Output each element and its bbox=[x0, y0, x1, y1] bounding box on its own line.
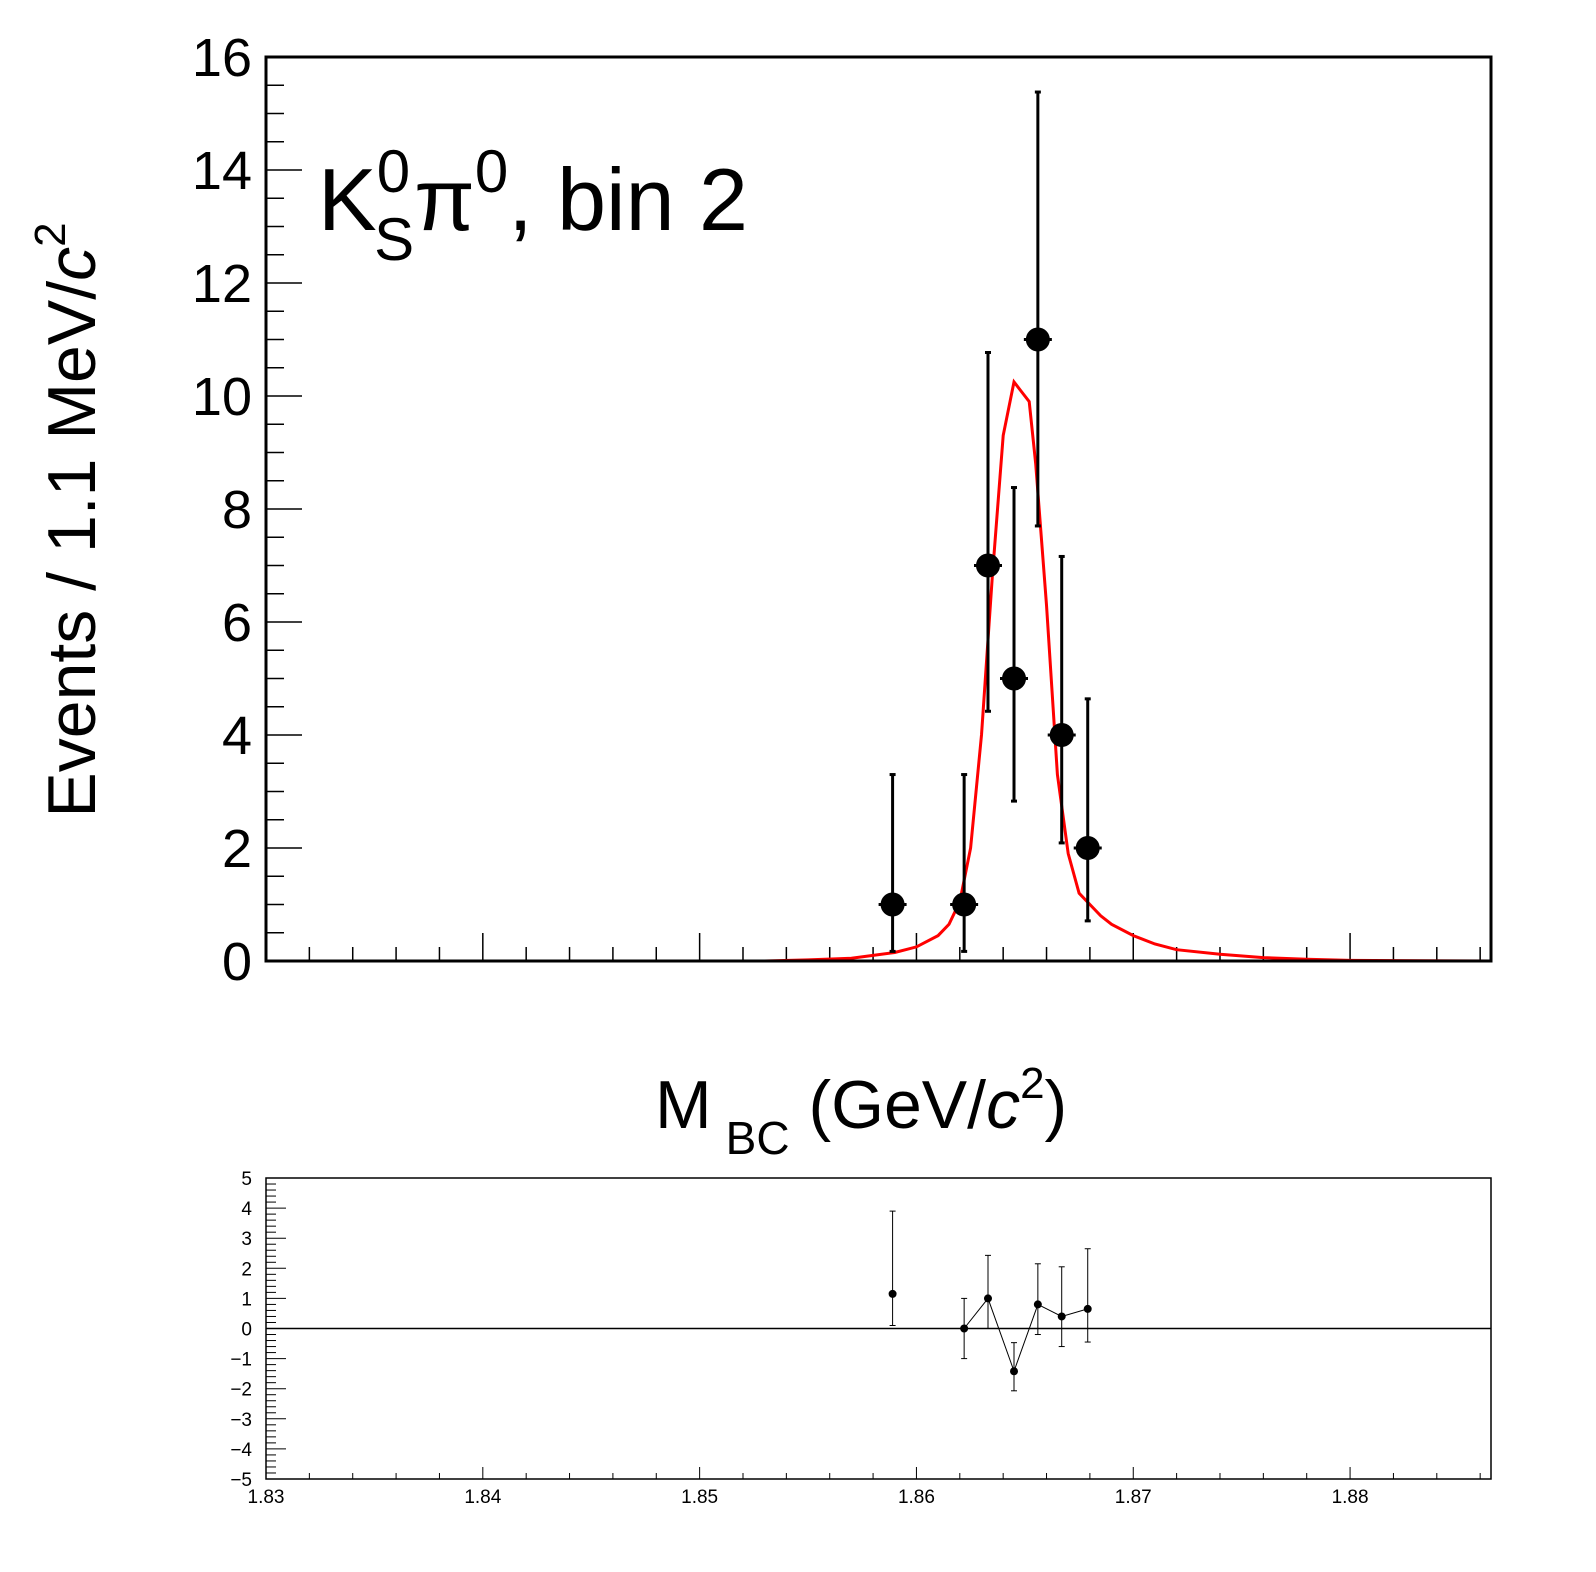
pull-x-tick-label: 1.85 bbox=[681, 1487, 718, 1508]
x-axis-label-close: ) bbox=[1045, 1067, 1068, 1143]
pull-point bbox=[960, 1297, 969, 1360]
pull-connector bbox=[963, 1297, 1088, 1373]
pull-x-tick-label: 1.88 bbox=[1332, 1487, 1369, 1508]
y-axis-label: Events / 1.1 MeV/c2 bbox=[26, 222, 110, 817]
pull-panel-ticks bbox=[265, 1177, 1481, 1480]
data-point bbox=[950, 773, 979, 953]
y-tick-label: 16 bbox=[192, 28, 252, 88]
annotation-rest: , bin 2 bbox=[508, 150, 748, 249]
y-tick-label: 0 bbox=[222, 932, 252, 992]
pull-panel-x-tick-labels: 1.83 1.84 1.85 1.86 1.87 1.88 bbox=[248, 1487, 1369, 1508]
data-point bbox=[1047, 554, 1076, 845]
y-tick-label: 4 bbox=[222, 706, 252, 766]
pull-marker bbox=[983, 1294, 992, 1303]
pull-marker bbox=[1057, 1312, 1066, 1321]
pull-marker bbox=[1010, 1367, 1019, 1376]
x-axis-label-open: (GeV/ bbox=[790, 1067, 987, 1143]
pull-y-tick-label: 2 bbox=[241, 1259, 252, 1280]
pull-x-tick-label: 1.84 bbox=[464, 1487, 501, 1508]
data-marker bbox=[880, 892, 905, 917]
pull-y-tick-label: 0 bbox=[241, 1320, 252, 1341]
pull-point bbox=[888, 1210, 897, 1326]
channel-annotation: K0 Sπ0, bin 2 bbox=[318, 138, 748, 273]
data-point bbox=[1023, 90, 1052, 528]
fit-panel-frame bbox=[264, 55, 1493, 963]
data-marker bbox=[975, 553, 1000, 578]
pull-marker bbox=[960, 1324, 969, 1333]
pull-y-tick-label: −4 bbox=[230, 1440, 252, 1461]
data-marker bbox=[1025, 327, 1050, 352]
y-axis-label-main: Events / 1.1 MeV/ bbox=[34, 281, 110, 818]
data-marker bbox=[1002, 666, 1027, 691]
data-point bbox=[1073, 697, 1102, 923]
annotation-k: K bbox=[318, 150, 377, 249]
pull-y-tick-label: −3 bbox=[230, 1410, 252, 1431]
x-axis-label-italic: c bbox=[986, 1067, 1020, 1143]
y-axis-label-italic: c bbox=[34, 247, 110, 281]
pull-y-tick-label: 1 bbox=[241, 1289, 252, 1310]
pull-points-layer bbox=[888, 1210, 1092, 1392]
data-point bbox=[878, 773, 907, 953]
pull-point bbox=[1033, 1263, 1042, 1336]
x-axis-label-main: M bbox=[655, 1067, 712, 1143]
pull-panel-frame bbox=[265, 1177, 1492, 1480]
pull-marker bbox=[888, 1289, 897, 1298]
y-tick-label: 6 bbox=[222, 593, 252, 653]
pull-y-tick-label: −2 bbox=[230, 1380, 252, 1401]
annotation-sup1: 0 bbox=[377, 138, 410, 205]
data-point bbox=[973, 350, 1002, 713]
pull-y-tick-label: 4 bbox=[241, 1199, 252, 1220]
pull-x-tick-label: 1.83 bbox=[248, 1487, 285, 1508]
annotation-sub1: S bbox=[374, 206, 414, 273]
x-axis-label-sup: 2 bbox=[1020, 1059, 1044, 1108]
data-marker bbox=[1075, 836, 1100, 860]
pull-marker bbox=[1033, 1300, 1042, 1309]
data-point bbox=[1000, 486, 1029, 803]
pull-point bbox=[983, 1254, 992, 1329]
y-tick-label: 14 bbox=[192, 141, 252, 201]
pull-y-tick-label: 3 bbox=[241, 1229, 252, 1250]
fit-panel-ticks bbox=[265, 56, 1481, 962]
annotation-pi: π bbox=[414, 150, 475, 249]
pull-point bbox=[1083, 1248, 1092, 1343]
y-tick-label: 2 bbox=[222, 819, 252, 879]
x-axis-label: M BC (GeV/c2) bbox=[655, 1059, 1067, 1164]
fit-curve bbox=[266, 378, 1492, 963]
y-tick-label: 8 bbox=[222, 480, 252, 540]
y-axis-label-sup: 2 bbox=[26, 222, 75, 246]
pull-y-tick-label: −1 bbox=[230, 1350, 252, 1371]
fit-curve-layer bbox=[266, 378, 1492, 963]
fit-panel-y-tick-labels: 0 2 4 6 8 10 12 14 16 bbox=[192, 28, 252, 992]
pull-y-tick-label: 5 bbox=[241, 1169, 252, 1190]
y-tick-label: 10 bbox=[192, 367, 252, 427]
pull-marker bbox=[1083, 1304, 1092, 1313]
pull-point bbox=[1010, 1342, 1019, 1392]
data-points-layer bbox=[878, 90, 1102, 953]
annotation-sup2: 0 bbox=[475, 138, 508, 205]
pull-point bbox=[1057, 1266, 1066, 1348]
pull-x-tick-label: 1.87 bbox=[1115, 1487, 1152, 1508]
data-marker bbox=[952, 892, 977, 917]
pull-y-tick-label: −5 bbox=[230, 1470, 252, 1491]
pull-panel-y-tick-labels: −5 −4 −3 −2 −1 0 1 2 3 4 5 bbox=[230, 1169, 252, 1491]
data-marker bbox=[1049, 723, 1074, 747]
y-tick-label: 12 bbox=[192, 254, 252, 314]
pull-x-tick-label: 1.86 bbox=[898, 1487, 935, 1508]
x-axis-label-sub: BC bbox=[726, 1112, 790, 1164]
